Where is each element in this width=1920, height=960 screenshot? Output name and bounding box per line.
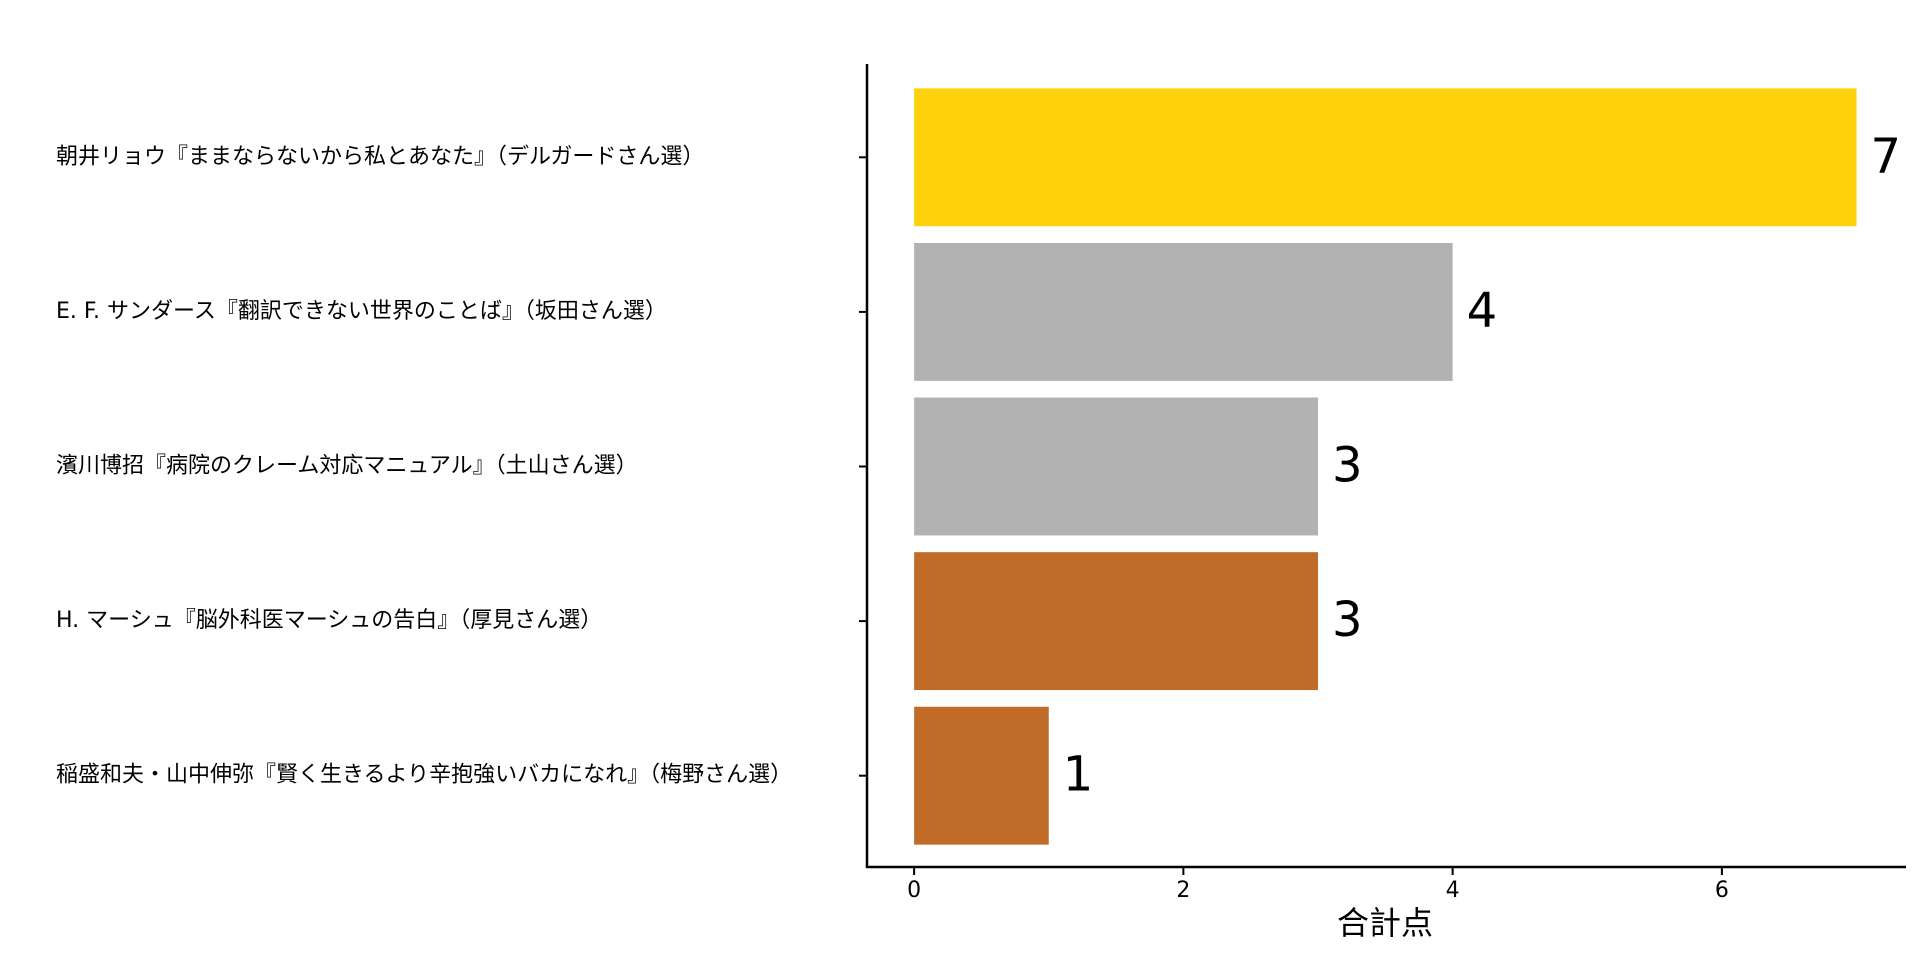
- x-tick-label: 0: [907, 878, 921, 903]
- bar: [914, 552, 1319, 691]
- value-label: 7: [1871, 128, 1902, 184]
- value-label: 3: [1332, 592, 1363, 648]
- y-tick-label: 稲盛和夫・山中伸弥『賢く生きるより辛抱強いバカになれ』（梅野さん選）: [56, 763, 792, 788]
- x-axis-label: 合計点: [1337, 904, 1433, 942]
- bar: [914, 397, 1319, 536]
- x-tick-label: 4: [1446, 878, 1460, 903]
- value-label: 3: [1332, 438, 1363, 494]
- value-label: 1: [1063, 747, 1094, 803]
- bar: [914, 88, 1857, 227]
- y-tick-label: 朝井リョウ『ままならないから私とあなた』（デルガードさん選）: [56, 144, 704, 169]
- bar: [914, 242, 1453, 381]
- y-tick-label: 濱川博招『病院のクレーム対応マニュアル』（土山さん選）: [56, 454, 638, 479]
- bar: [914, 706, 1049, 845]
- y-tick-label: E. F. サンダース『翻訳できない世界のことば』（坂田さん選）: [56, 299, 667, 324]
- x-tick-label: 6: [1715, 878, 1729, 903]
- value-label: 4: [1467, 283, 1498, 339]
- y-tick-label: H. マーシュ『脳外科医マーシュの告白』（厚見さん選）: [56, 608, 602, 633]
- x-tick-label: 2: [1176, 878, 1190, 903]
